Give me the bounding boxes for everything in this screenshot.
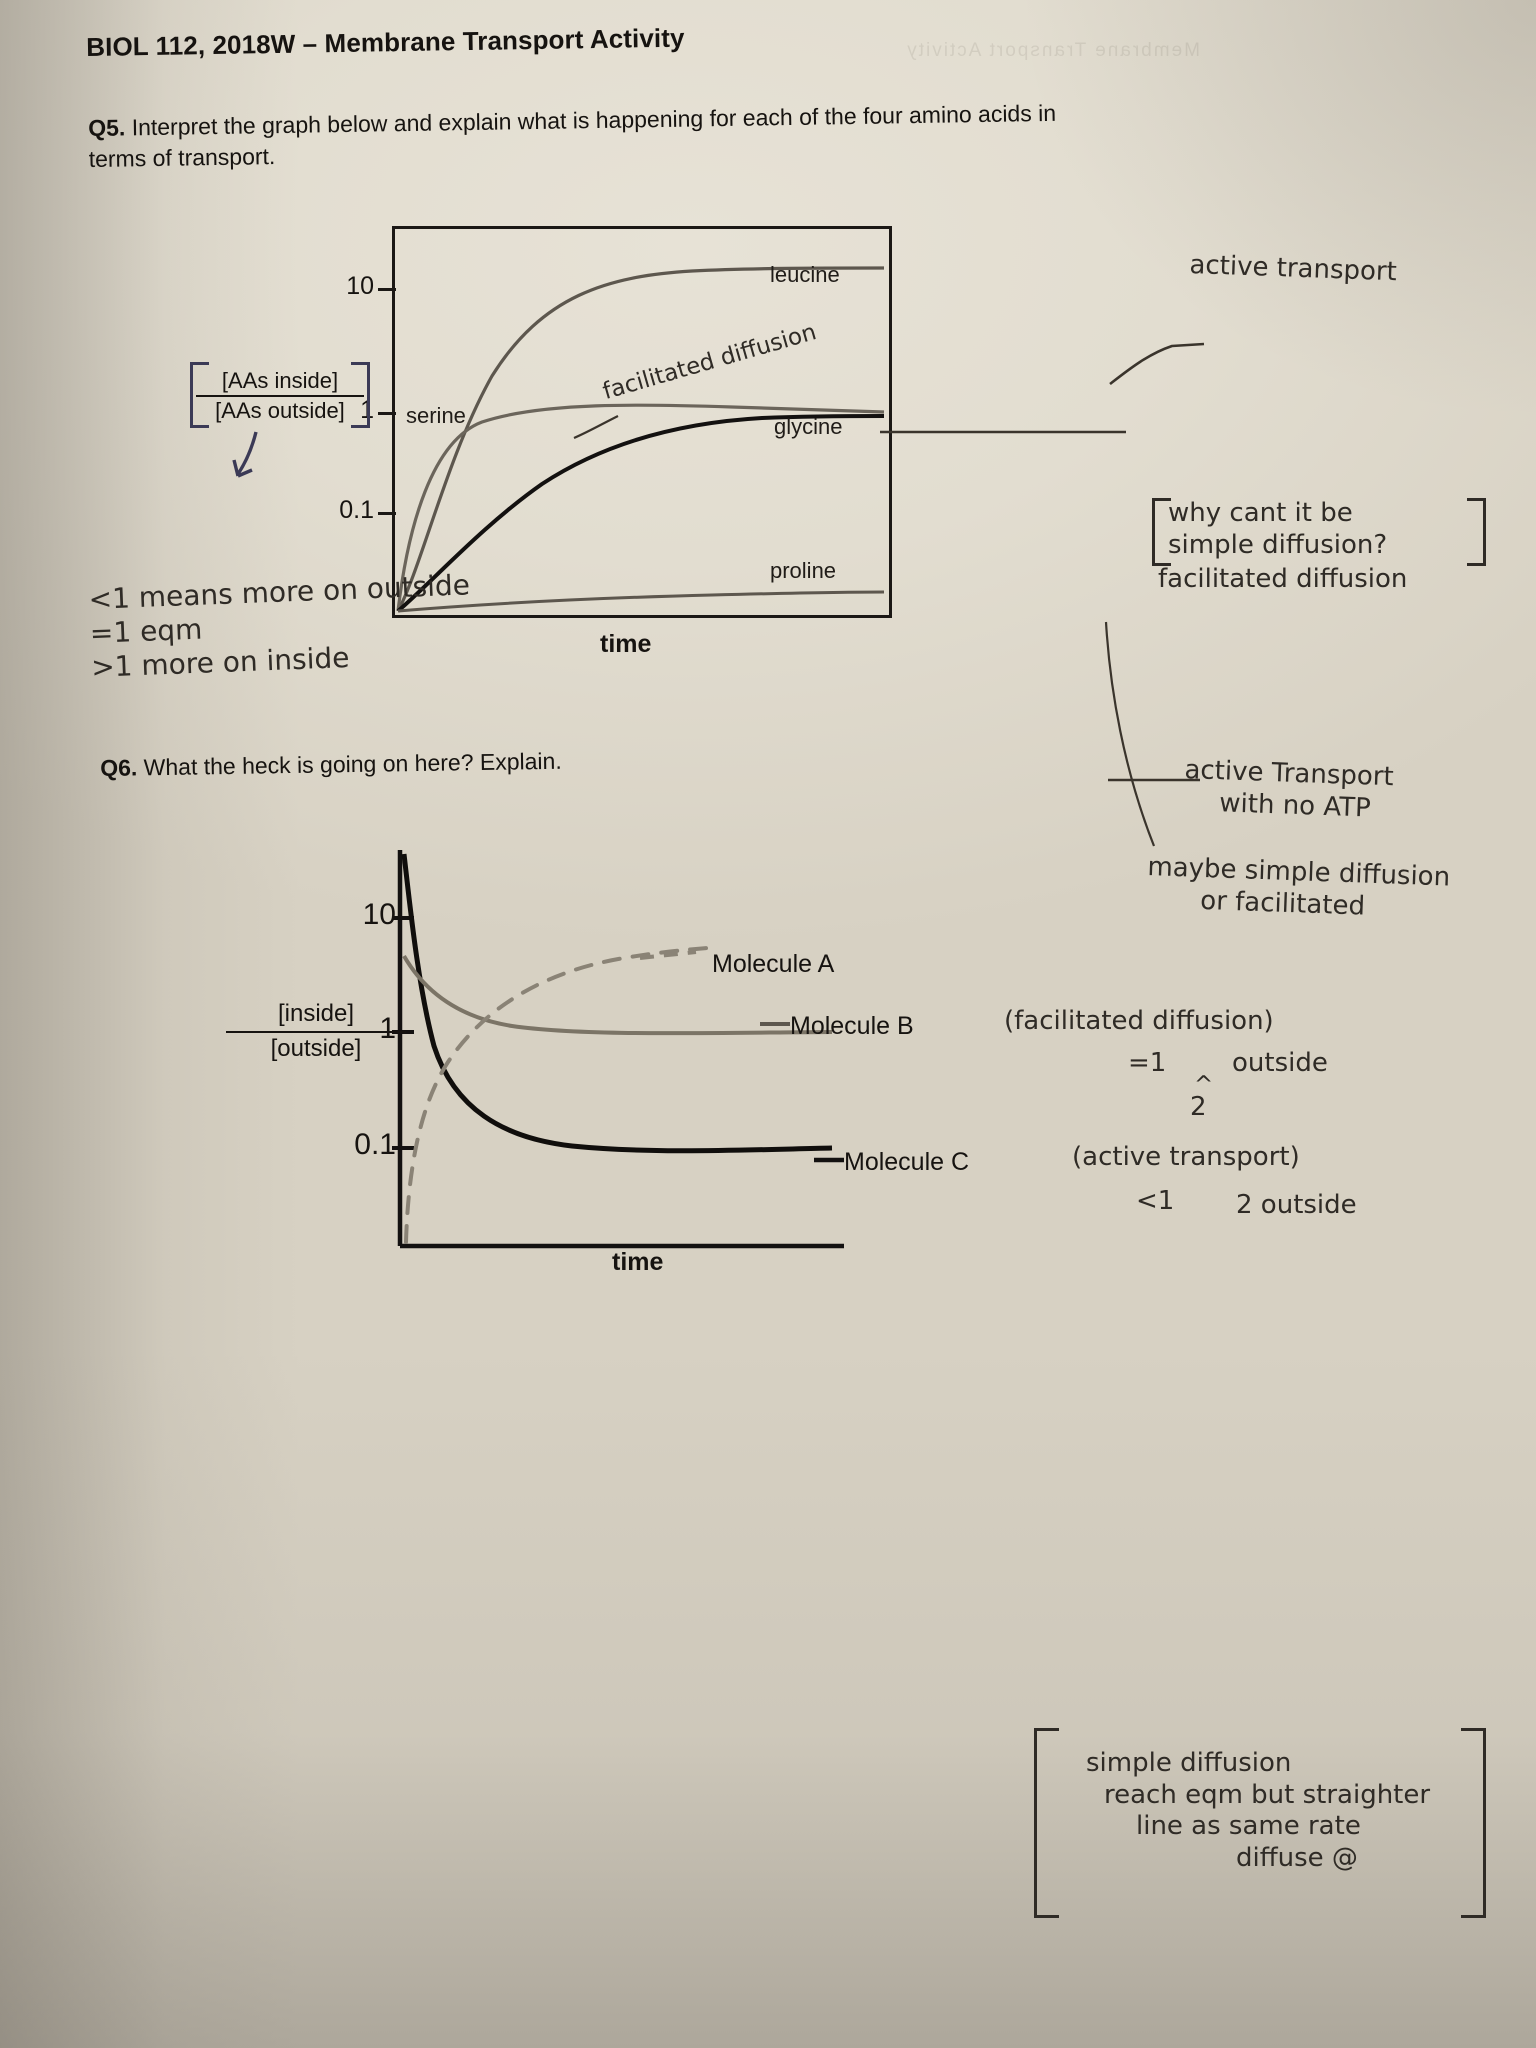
graph-2-x-label: time bbox=[612, 1248, 664, 1276]
leader-proline-maybe-icon bbox=[1104, 621, 1156, 847]
note-molecule-b-line4: 2 bbox=[1190, 1092, 1207, 1122]
graph-1-ylabel-01: 0.1 bbox=[339, 496, 374, 524]
note-glycine-bracket bbox=[1152, 498, 1486, 566]
label-molecule-a: Molecule A bbox=[712, 950, 835, 978]
graph-2-y-numerator: [inside] bbox=[277, 1000, 355, 1027]
leader-leucine-icon bbox=[1109, 342, 1205, 386]
graph-1-amino-acids: 10 1 0.1 leucine serine glycine proline bbox=[339, 226, 892, 618]
curve-molecule-c bbox=[401, 853, 833, 1154]
note-glycine-line1: why cant it be bbox=[1168, 498, 1353, 528]
graph-1-curves bbox=[396, 266, 885, 613]
note-proline-line1: active Transport bbox=[1183, 755, 1395, 793]
label-molecule-c: Molecule C bbox=[844, 1148, 970, 1176]
note-proline-maybe: maybe simple diffusion or facilitated bbox=[1146, 852, 1451, 926]
graph-1-tick-10 bbox=[378, 288, 396, 291]
curve-glycine bbox=[396, 414, 885, 613]
graph-1-x-label: time bbox=[600, 630, 652, 658]
graph-2-y-label: [inside] [outside] bbox=[226, 1000, 406, 1064]
label-proline: proline bbox=[770, 558, 837, 583]
curve-molecule-a bbox=[404, 946, 710, 1244]
note-ratio-meanings: <1 means more on outside =1 eqm >1 more … bbox=[88, 568, 473, 685]
leader-glycine-icon bbox=[880, 430, 1126, 434]
bracket-down-arrow-icon bbox=[232, 431, 258, 478]
note-proline-line2: with no ATP bbox=[1218, 787, 1372, 824]
note-bottom-line3: line as same rate bbox=[1136, 1811, 1361, 1842]
graph-2-curves bbox=[392, 850, 844, 1249]
graph-2-ylabel-01: 0.1 bbox=[354, 1128, 396, 1161]
graph-1-ylabel-10: 10 bbox=[346, 272, 374, 300]
note-bottom-simple-diffusion: simple diffusion reach eqm but straighte… bbox=[1086, 1748, 1430, 1875]
curve-proline bbox=[397, 590, 885, 613]
q5-text: Interpret the graph below and explain wh… bbox=[88, 99, 1057, 173]
graph-2-ylabel-1: 1 bbox=[379, 1012, 396, 1045]
label-serine: serine bbox=[406, 403, 466, 428]
leader-molecule-c-icon bbox=[814, 1157, 844, 1163]
note-molecule-c-line1: (active transport) bbox=[1072, 1142, 1300, 1172]
graph-1-y-numerator: [AAs inside] bbox=[221, 368, 339, 393]
graph-1-tick-1 bbox=[378, 412, 396, 415]
graph-1-y-label: [AAs inside] [AAs outside] bbox=[196, 368, 364, 424]
leader-molecule-b-icon bbox=[760, 1022, 790, 1026]
note-molecule-b-line3: outside bbox=[1232, 1048, 1328, 1078]
note-molecule-b-line1: (facilitated diffusion) bbox=[1004, 1006, 1274, 1036]
graph-1-y-denominator: [AAs outside] bbox=[215, 397, 345, 423]
note-proline-active: active Transport with no ATP bbox=[1183, 755, 1394, 826]
label-leucine: leucine bbox=[770, 262, 840, 287]
graph-1-tick-0.1 bbox=[378, 512, 396, 515]
note-bottom-line4: diffuse @ bbox=[1236, 1843, 1358, 1874]
q6-number: Q6. bbox=[100, 754, 138, 781]
note-glycine-line2: simple diffusion? bbox=[1168, 529, 1388, 560]
leader-serine-icon bbox=[573, 415, 619, 440]
label-molecule-b: Molecule B bbox=[790, 1012, 914, 1040]
leader-proline-icon bbox=[1108, 778, 1200, 782]
curve-molecule-b bbox=[402, 954, 833, 1036]
note-bottom-line2: reach eqm but straighter bbox=[1104, 1779, 1431, 1810]
graph-2-y-denominator: [outside] bbox=[270, 1034, 362, 1062]
note-bottom-line1: simple diffusion bbox=[1086, 1748, 1292, 1778]
graph-2-ylabel-10: 10 bbox=[362, 898, 396, 931]
graph-1-frame bbox=[392, 226, 892, 618]
note-glycine: why cant it be simple diffusion? bbox=[1168, 498, 1387, 561]
note-molecule-b-line2: =1 bbox=[1128, 1048, 1167, 1078]
note-glycine-line3: facilitated diffusion bbox=[1158, 564, 1408, 594]
curve-serine bbox=[396, 403, 885, 612]
bottom-note-bracket bbox=[1034, 1728, 1486, 1918]
note-molecule-c-line3: 2 outside bbox=[1236, 1190, 1357, 1220]
graph-2-molecules bbox=[392, 846, 844, 1249]
q6-text: What the heck is going on here? Explain. bbox=[137, 747, 562, 781]
label-glycine: glycine bbox=[774, 414, 843, 439]
leader-molecule-a-icon bbox=[640, 950, 697, 960]
graph-1-y-bracket bbox=[190, 362, 370, 428]
q5-number: Q5. bbox=[88, 114, 126, 141]
curve-leucine bbox=[396, 266, 885, 612]
caret-icon: ^ bbox=[1194, 1072, 1214, 1098]
note-molecule-c-line2: <1 bbox=[1136, 1186, 1175, 1216]
